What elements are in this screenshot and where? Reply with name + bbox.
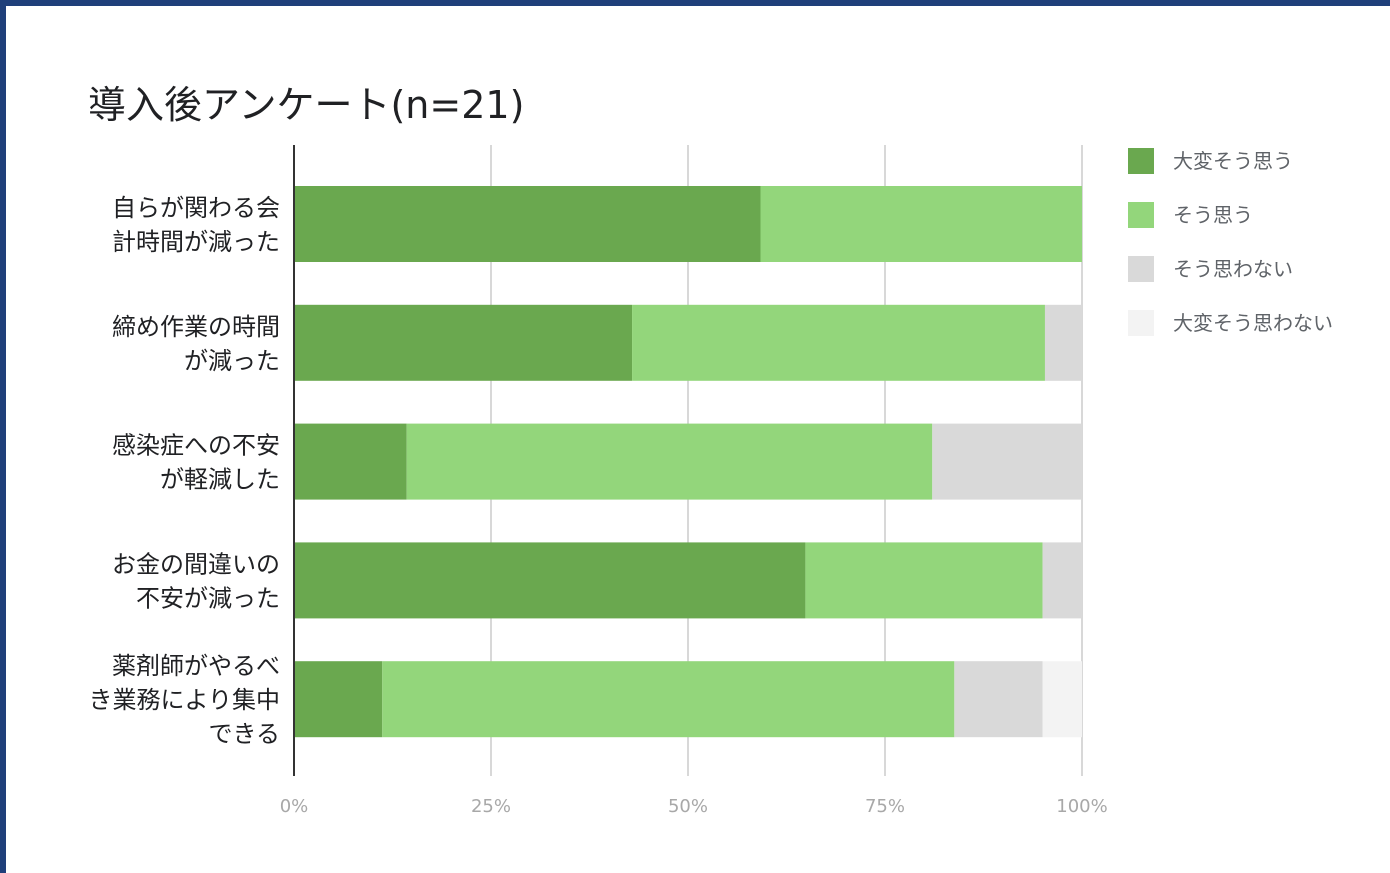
bar-segment bbox=[1042, 542, 1082, 619]
bar-segment bbox=[1044, 304, 1082, 381]
bar-segment bbox=[932, 423, 1082, 500]
bar-segment bbox=[294, 542, 806, 619]
legend-label: 大変そう思わない bbox=[1173, 311, 1333, 335]
bar-segment bbox=[382, 661, 955, 738]
legend-swatch bbox=[1128, 310, 1154, 336]
bar-segment bbox=[294, 304, 633, 381]
bar-segment bbox=[294, 661, 383, 738]
bar-segment bbox=[760, 186, 1082, 262]
bars bbox=[294, 186, 1082, 738]
x-tick-label: 50% bbox=[668, 796, 708, 817]
bar-segment bbox=[294, 423, 407, 500]
legend-label: そう思わない bbox=[1173, 257, 1293, 281]
bar-segment bbox=[1042, 661, 1082, 738]
bar-segment bbox=[954, 661, 1043, 738]
category-label: 感染症への不安が軽減した bbox=[112, 432, 280, 494]
bar-segment bbox=[294, 186, 761, 262]
chart-title: 導入後アンケート(n=21) bbox=[88, 83, 525, 127]
category-label: 締め作業の時間が減った bbox=[112, 313, 280, 375]
bar-segment bbox=[632, 304, 1045, 381]
x-tick-label: 75% bbox=[865, 796, 905, 817]
legend-label: そう思う bbox=[1173, 203, 1253, 227]
x-tick-label: 100% bbox=[1056, 796, 1107, 817]
bar-segment bbox=[805, 542, 1043, 619]
legend-swatch bbox=[1128, 202, 1154, 228]
legend-swatch bbox=[1128, 148, 1154, 174]
category-label: 薬剤師がやるべき業務により集中できる bbox=[88, 652, 280, 748]
legend-swatch bbox=[1128, 256, 1154, 282]
bar-segment bbox=[406, 423, 933, 500]
category-label: 自らが関わる会計時間が減った bbox=[112, 194, 280, 256]
legend-label: 大変そう思う bbox=[1173, 149, 1293, 173]
x-tick-labels: 0% 25% 50% 75% 100% bbox=[280, 796, 1108, 817]
category-label: お金の間違いの不安が減った bbox=[112, 550, 280, 612]
x-tick-label: 0% bbox=[280, 796, 309, 817]
x-tick-label: 25% bbox=[471, 796, 511, 817]
category-labels: 自らが関わる会計時間が減った締め作業の時間が減った感染症への不安が軽減したお金の… bbox=[88, 194, 280, 748]
